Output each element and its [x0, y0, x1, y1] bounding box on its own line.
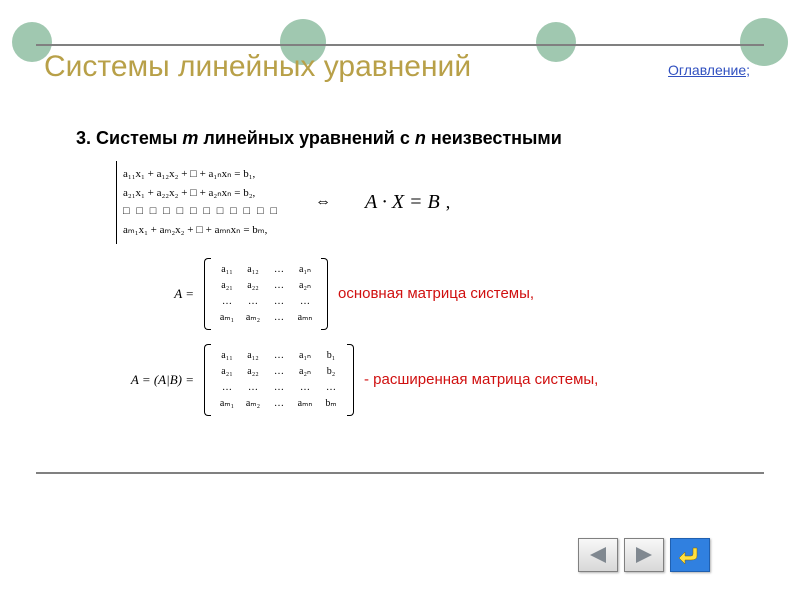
matrix-aext: a₁₁a₁₂…a₁ₙb₁a₂₁a₂₂…a₂ₙb₂……………aₘ₁aₘ₂…aₘₙb…	[204, 344, 354, 416]
matrix-row: ……………	[214, 380, 344, 396]
matrix-equation: A · X = B	[365, 191, 440, 214]
matrix-row: a₁₁a₁₂…a₁ₙ	[214, 262, 318, 278]
next-icon	[634, 546, 654, 564]
matrix-cell: …	[266, 396, 292, 412]
matrix-row: a₂₁a₂₂…a₂ₙb₂	[214, 364, 344, 380]
heading-text-1: 3. Системы	[76, 128, 182, 148]
matrix-cell: aₘ₂	[240, 310, 266, 326]
page-title: Системы линейных уравнений	[44, 50, 764, 84]
math-area: a₁₁x₁ + a₁₂x₂ + □ + a₁ₙxₙ = b₁,a₂₁x₁ + a…	[116, 161, 764, 416]
equation-row: a₂₁x₁ + a₂₂x₂ + □ + a₂ₙxₙ = b₂,	[123, 184, 279, 203]
matrix-cell: …	[318, 380, 344, 396]
matrix-aext-block: A = (A|B) = a₁₁a₁₂…a₁ₙb₁a₂₁a₂₂…a₂ₙb₂……………	[86, 344, 764, 416]
matrix-a-block: A = a₁₁a₁₂…a₁ₙa₂₁a₂₂…a₂ₙ…………aₘ₁aₘ₂…aₘₙ о…	[116, 258, 764, 330]
equation-row: aₘ₁x₁ + aₘ₂x₂ + □ + aₘₙxₙ = bₘ,	[123, 221, 279, 240]
matrix-cell: a₁ₙ	[292, 262, 318, 278]
nav-buttons	[578, 538, 710, 572]
section-heading: 3. Системы m линейных уравнений с n неиз…	[76, 128, 764, 149]
matrix-cell: …	[240, 380, 266, 396]
prev-button[interactable]	[578, 538, 618, 572]
matrix-cell: …	[292, 294, 318, 310]
iff-symbol: ⇔	[315, 193, 331, 211]
matrix-cell: a₂ₙ	[292, 278, 318, 294]
return-icon	[677, 544, 703, 566]
matrix-cell: a₁₂	[240, 348, 266, 364]
matrix-row: a₁₁a₁₂…a₁ₙb₁	[214, 348, 344, 364]
matrix-cell: a₂₁	[214, 364, 240, 380]
matrix-cell: a₂ₙ	[292, 364, 318, 380]
heading-text-3: неизвестными	[426, 128, 562, 148]
system-equations: a₁₁x₁ + a₁₂x₂ + □ + a₁ₙxₙ = b₁,a₂₁x₁ + a…	[116, 161, 285, 244]
matrix-cell: aₘ₂	[240, 396, 266, 412]
heading-m: m	[182, 128, 198, 148]
matrix-cell: aₘₙ	[292, 396, 318, 412]
main-body: 3. Системы m линейных уравнений с n неиз…	[36, 100, 764, 416]
matrix-cell: a₂₂	[240, 278, 266, 294]
matrix-cell: a₁₁	[214, 262, 240, 278]
matrix-cell: a₁₁	[214, 348, 240, 364]
matrix-cell: …	[266, 294, 292, 310]
matrix-cell: a₂₂	[240, 364, 266, 380]
matrix-cell: …	[266, 262, 292, 278]
matrix-cell: …	[266, 348, 292, 364]
matrix-cell: b₂	[318, 364, 344, 380]
matrix-row: …………	[214, 294, 318, 310]
matrix-cell: a₁ₙ	[292, 348, 318, 364]
matrix-cell: a₂₁	[214, 278, 240, 294]
prev-icon	[588, 546, 608, 564]
matrix-row: aₘ₁aₘ₂…aₘₙbₘ	[214, 396, 344, 412]
matrix-cell: aₘₙ	[292, 310, 318, 326]
equation-row: □ □ □ □ □ □ □ □ □ □ □ □	[123, 202, 279, 221]
matrix-cell: …	[266, 278, 292, 294]
matrix-a-caption: основная матрица системы,	[338, 285, 534, 302]
next-button[interactable]	[624, 538, 664, 572]
return-button[interactable]	[670, 538, 710, 572]
matrix-cell: aₘ₁	[214, 310, 240, 326]
matrix-cell: bₘ	[318, 396, 344, 412]
comma: ,	[446, 192, 451, 213]
matrix-a-label: A =	[116, 286, 194, 302]
matrix-cell: …	[240, 294, 266, 310]
matrix-cell: aₘ₁	[214, 396, 240, 412]
toc-link[interactable]: Оглавление;	[668, 62, 750, 78]
matrix-aext-label: A = (A|B) =	[86, 372, 194, 388]
matrix-cell: …	[292, 380, 318, 396]
heading-text-2: линейных уравнений с	[198, 128, 414, 148]
matrix-row: aₘ₁aₘ₂…aₘₙ	[214, 310, 318, 326]
matrix-cell: b₁	[318, 348, 344, 364]
matrix-cell: …	[214, 380, 240, 396]
matrix-cell: …	[266, 364, 292, 380]
matrix-cell: …	[266, 380, 292, 396]
matrix-aext-caption: - расширенная матрица системы,	[364, 371, 598, 388]
matrix-a: a₁₁a₁₂…a₁ₙa₂₁a₂₂…a₂ₙ…………aₘ₁aₘ₂…aₘₙ	[204, 258, 328, 330]
matrix-cell: …	[214, 294, 240, 310]
heading-n: n	[415, 128, 426, 148]
matrix-cell: …	[266, 310, 292, 326]
matrix-row: a₂₁a₂₂…a₂ₙ	[214, 278, 318, 294]
equation-row: a₁₁x₁ + a₁₂x₂ + □ + a₁ₙxₙ = b₁,	[123, 165, 279, 184]
matrix-cell: a₁₂	[240, 262, 266, 278]
